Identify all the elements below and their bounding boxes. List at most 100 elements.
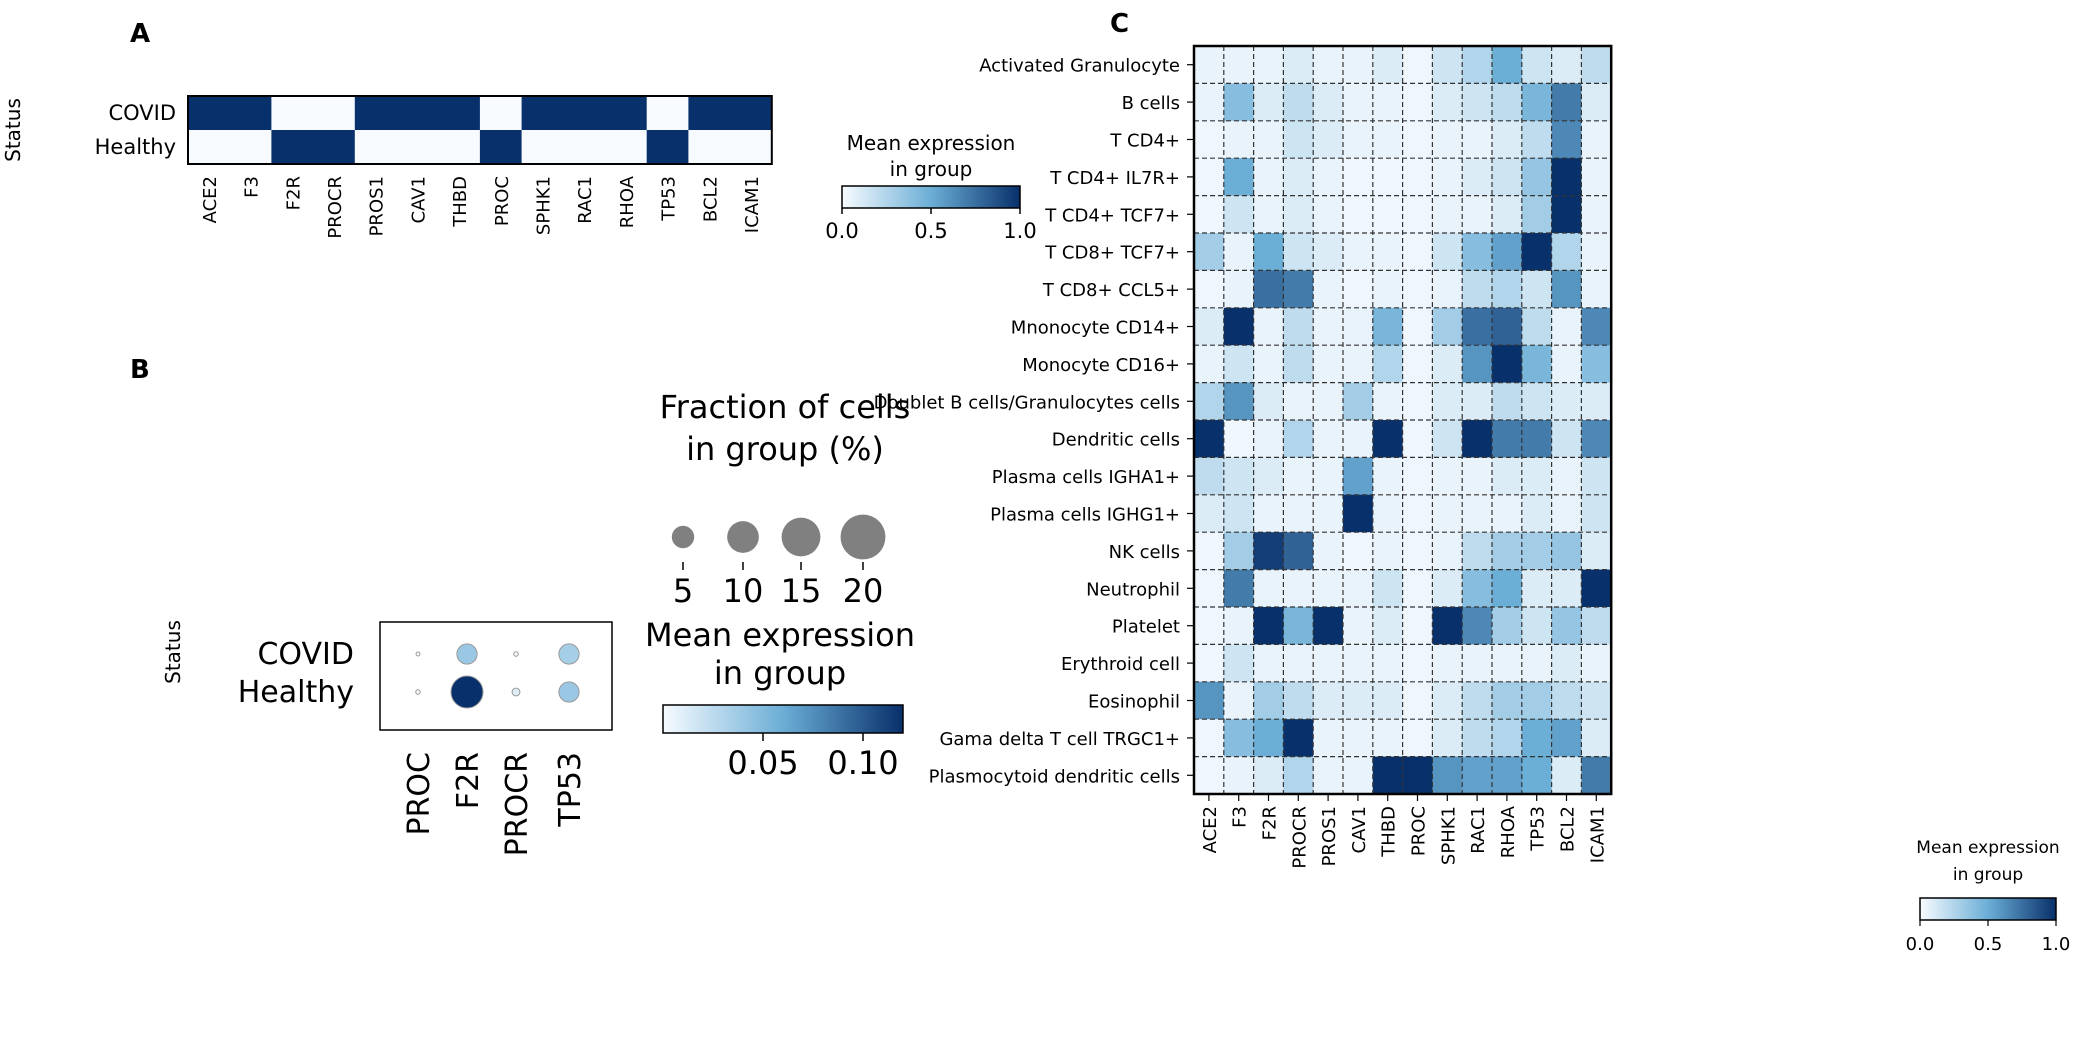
heatmap-cell [313, 130, 356, 165]
heatmap-cell [1253, 345, 1284, 384]
heatmap-cell [1521, 607, 1553, 645]
panel-letter-a: A [130, 19, 150, 49]
heatmap-cell [1402, 345, 1433, 384]
heatmap-cell [1521, 382, 1553, 421]
column-label: CAV1 [1349, 806, 1370, 854]
column-label: PROS1 [367, 176, 388, 236]
row-label: Doublet B cells/Granulocytes cells [874, 392, 1180, 413]
heatmap-cell [1521, 719, 1553, 758]
panel-c-colorbar [1919, 897, 2057, 921]
column-label: F3 [242, 176, 263, 198]
heatmap-cell [1223, 494, 1255, 533]
heatmap-cell [1223, 420, 1255, 458]
heatmap-cell [1551, 644, 1582, 683]
column-label: TP53 [553, 752, 588, 828]
row-label: Dendritic cells [1052, 430, 1180, 451]
heatmap-cell [1432, 270, 1463, 309]
heatmap-cell [1551, 607, 1582, 645]
column-label: RAC1 [575, 176, 596, 224]
heatmap-cell [1372, 457, 1404, 496]
panel-a-ylabel: Status [1, 98, 25, 162]
heatmap-cell [1194, 756, 1225, 795]
heatmap-cell [1223, 233, 1255, 271]
heatmap-cell [1343, 270, 1374, 309]
heatmap-cell [1253, 195, 1284, 234]
heatmap-cell [1581, 756, 1612, 795]
heatmap-cell [1253, 307, 1284, 346]
heatmap-cell [1283, 569, 1314, 608]
heatmap-cell [1462, 719, 1493, 758]
heatmap-cell [1343, 195, 1374, 234]
heatmap-cell [1283, 457, 1314, 496]
heatmap-cell [1462, 195, 1493, 234]
heatmap-cell [1492, 569, 1523, 608]
heatmap-cell [1492, 83, 1523, 122]
column-label: CAV1 [408, 176, 429, 224]
row-label: T CD4+ TCF7+ [1044, 205, 1180, 226]
heatmap-cell [1313, 270, 1344, 309]
heatmap-cell [1402, 46, 1433, 84]
heatmap-cell [1253, 681, 1284, 720]
heatmap-cell [1372, 270, 1404, 309]
heatmap-cell [1313, 120, 1344, 159]
heatmap-cell [1402, 532, 1433, 571]
heatmap-cell [1343, 233, 1374, 271]
heatmap-cell [354, 130, 397, 165]
dot [511, 687, 521, 697]
heatmap-cell [1402, 607, 1433, 645]
heatmap-cell [1581, 233, 1612, 271]
column-label: RHOA [1498, 805, 1519, 858]
heatmap-cell [1223, 195, 1255, 234]
heatmap-cell [1462, 158, 1493, 197]
heatmap-cell [188, 130, 231, 165]
heatmap-cell [688, 96, 731, 131]
heatmap-cell [563, 96, 606, 131]
heatmap-cell [1551, 532, 1582, 571]
heatmap-cell [1372, 420, 1404, 458]
row-label: Eosinophil [1088, 692, 1180, 713]
heatmap-cell [1313, 307, 1344, 346]
heatmap-cell [1283, 681, 1314, 720]
heatmap-cell [1313, 532, 1344, 571]
heatmap-cell [1432, 46, 1463, 84]
column-label: THBD [1379, 806, 1400, 858]
heatmap-cell [1194, 644, 1225, 683]
heatmap-cell [1253, 120, 1284, 159]
heatmap-cell [1194, 569, 1225, 608]
heatmap-cell [1253, 46, 1284, 84]
panel-a-colorbar [841, 185, 1021, 209]
column-label: PROS1 [1319, 806, 1340, 866]
heatmap-cell [1581, 46, 1612, 84]
column-label: PROCR [325, 176, 346, 239]
heatmap-cell [1492, 307, 1523, 346]
panel-a-heatmap: COVID Healthy Status ACE2 F3 F2R PROCR PROS1 CAV… [1, 95, 1037, 243]
heatmap-cell [1223, 270, 1255, 309]
colorbar-title: in group [714, 654, 846, 692]
heatmap-cell [229, 96, 272, 131]
dot [415, 689, 421, 695]
column-label: PROC [492, 176, 513, 226]
heatmap-cell [1283, 120, 1314, 159]
heatmap-cell [1253, 270, 1284, 309]
size-legend-label: 10 [723, 572, 764, 610]
heatmap-cell [188, 96, 231, 131]
row-label: Healthy [238, 675, 354, 710]
heatmap-cell [1551, 719, 1582, 758]
heatmap-cell [1372, 233, 1404, 271]
heatmap-cell [1521, 195, 1553, 234]
heatmap-cell [1313, 569, 1344, 608]
heatmap-cell [1313, 46, 1344, 84]
heatmap-cell [271, 130, 314, 165]
heatmap-cell [1283, 644, 1314, 683]
heatmap-cell [1313, 195, 1344, 234]
heatmap-cell [1551, 382, 1582, 421]
heatmap-cell [1462, 644, 1493, 683]
heatmap-cell [1432, 681, 1463, 720]
size-legend-dot [671, 525, 695, 549]
row-label: T CD8+ CCL5+ [1042, 280, 1180, 301]
heatmap-cell [1223, 719, 1255, 758]
heatmap-cell [1402, 307, 1433, 346]
colorbar-tick-label: 0.5 [914, 219, 947, 243]
heatmap-cell [1402, 756, 1433, 795]
